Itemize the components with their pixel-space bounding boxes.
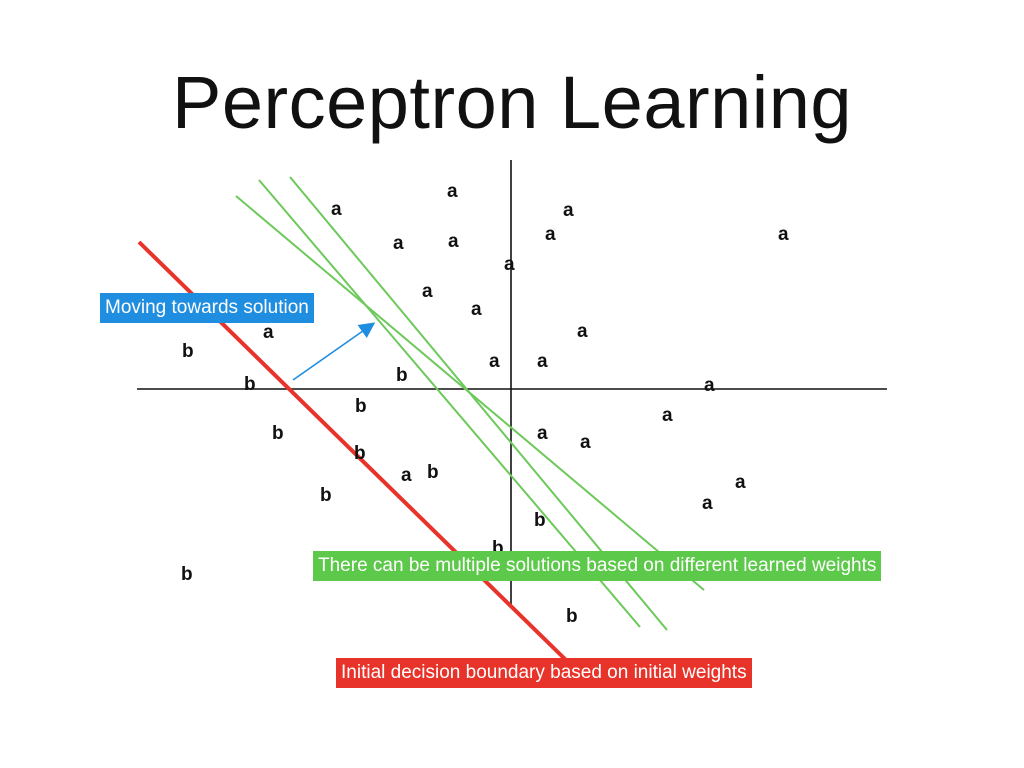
class-a-point: a — [662, 405, 673, 426]
class-b-point: b — [182, 341, 194, 362]
class-a-point: a — [577, 321, 588, 342]
class-a-points: a a a a a a a a a a a a a a a a a a a a … — [263, 181, 789, 514]
class-a-point: a — [704, 375, 715, 396]
moving-arrow — [292, 322, 376, 381]
class-b-point: b — [181, 564, 193, 585]
class-a-point: a — [393, 233, 404, 254]
class-a-point: a — [563, 200, 574, 221]
callout-initial-boundary: Initial decision boundary based on initi… — [336, 658, 752, 688]
class-a-point: a — [263, 322, 274, 343]
class-b-point: b — [566, 606, 578, 627]
class-b-point: b — [427, 462, 439, 483]
class-a-point: a — [489, 351, 500, 372]
class-a-point: a — [471, 299, 482, 320]
class-a-point: a — [545, 224, 556, 245]
class-b-point: b — [320, 485, 332, 506]
class-a-point: a — [580, 432, 591, 453]
class-b-point: b — [272, 423, 284, 444]
class-b-point: b — [396, 365, 408, 386]
class-b-point: b — [355, 396, 367, 417]
class-a-point: a — [702, 493, 713, 514]
class-a-point: a — [504, 254, 515, 275]
class-a-point: a — [537, 423, 548, 444]
class-a-point: a — [422, 281, 433, 302]
class-a-point: a — [778, 224, 789, 245]
class-a-point: a — [735, 472, 746, 493]
class-a-point: a — [447, 181, 458, 202]
slide-title: Perceptron Learning — [171, 61, 853, 144]
class-b-point: b — [492, 538, 504, 559]
class-a-point: a — [401, 465, 412, 486]
class-b-points: b b b b b b b b b b b b — [181, 341, 578, 627]
class-a-point: a — [331, 199, 342, 220]
class-b-point: b — [534, 510, 546, 531]
callout-moving-towards-solution: Moving towards solution — [100, 293, 314, 323]
class-a-point: a — [537, 351, 548, 372]
class-b-point: b — [244, 374, 256, 395]
class-a-point: a — [448, 231, 459, 252]
class-b-point: b — [354, 443, 366, 464]
callout-multiple-solutions: There can be multiple solutions based on… — [313, 551, 882, 581]
